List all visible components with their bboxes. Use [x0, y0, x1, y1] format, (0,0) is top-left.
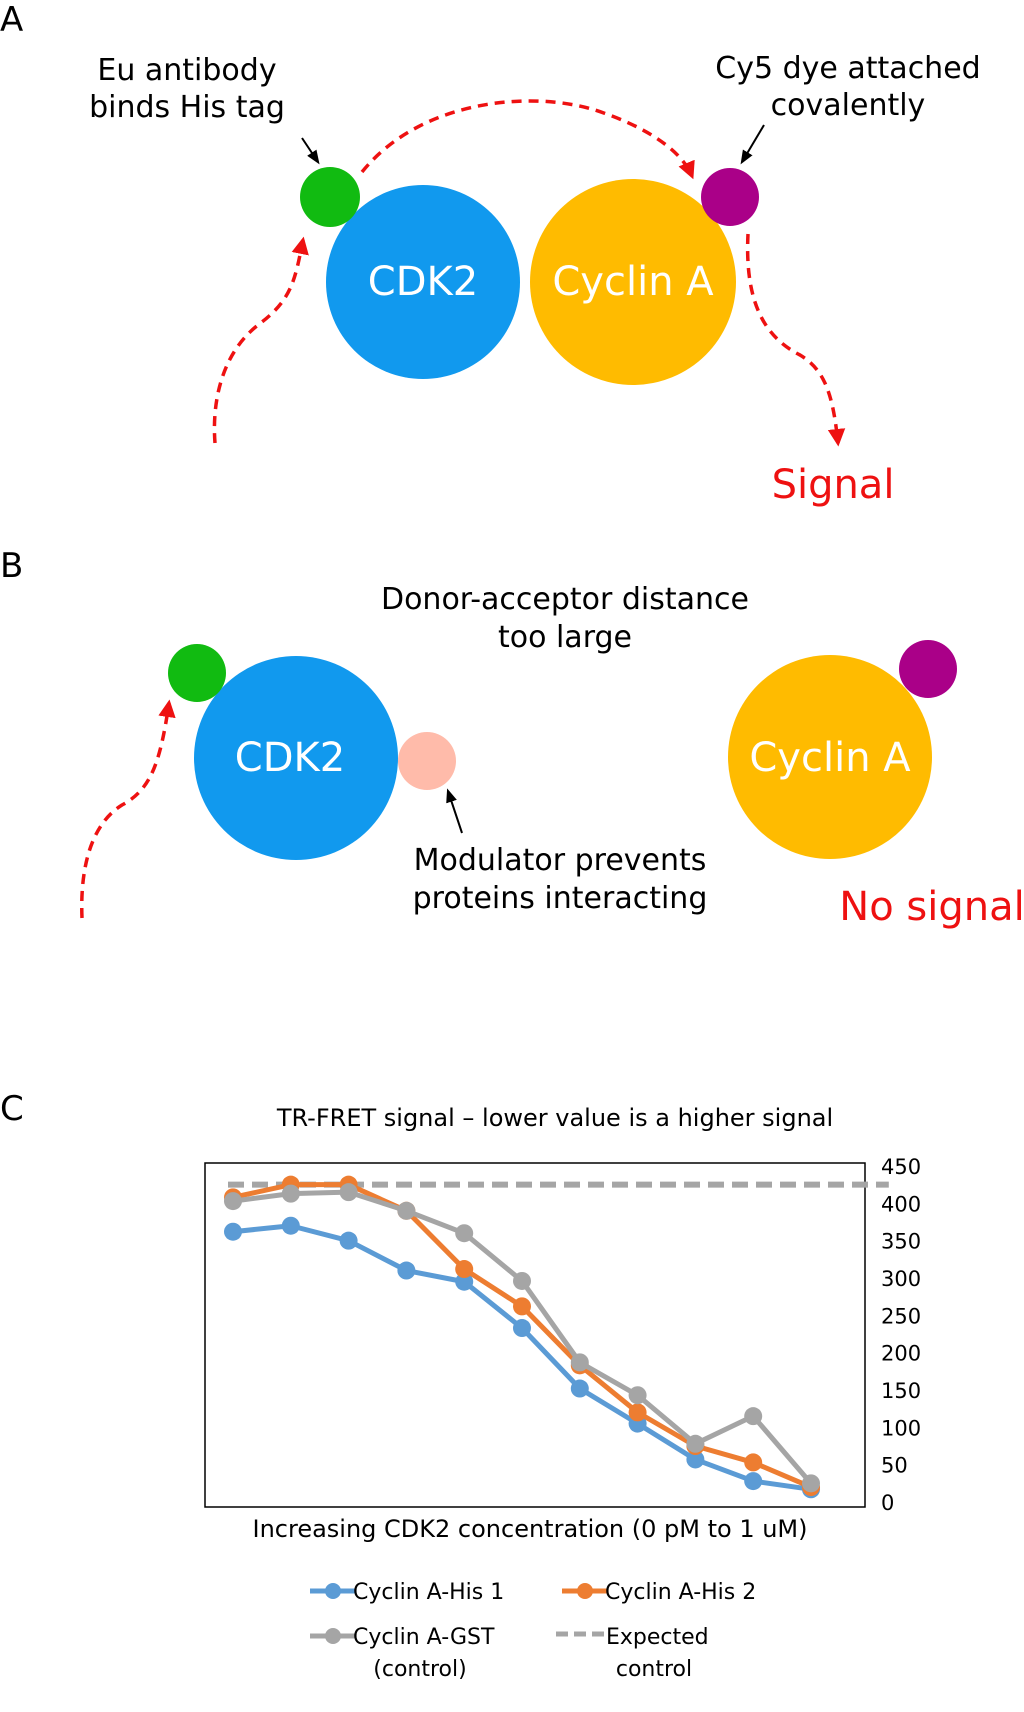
acceptor-pointer-arrow [740, 124, 765, 165]
distance-note-line2: too large [498, 620, 632, 655]
y-tick-label: 400 [881, 1192, 921, 1216]
modulator-note-line2: proteins interacting [413, 881, 708, 916]
legend-item-his1: Cyclin A-His 1 [310, 1580, 504, 1605]
plot-frame [204, 1162, 866, 1508]
panel-b: B Donor-acceptor distance too large CDK2… [0, 546, 1024, 930]
distance-note-line1: Donor-acceptor distance [381, 582, 749, 617]
data-point [339, 1231, 358, 1250]
legend-label-his1: Cyclin A-His 1 [353, 1580, 504, 1605]
cy5-acceptor-b [899, 640, 957, 698]
data-point [802, 1474, 820, 1493]
series-line [232, 1189, 813, 1485]
data-point [744, 1453, 763, 1472]
y-tick-label: 300 [881, 1267, 921, 1291]
data-point [570, 1353, 589, 1372]
data-point [570, 1379, 589, 1398]
legend-label-his2: Cyclin A-His 2 [605, 1580, 756, 1605]
data-point [397, 1261, 416, 1280]
x-axis-label: Increasing CDK2 concentration (0 pM to 1… [253, 1515, 808, 1543]
cyclin-a-label-b: Cyclin A [749, 735, 911, 781]
legend-label-expected-line2: control [616, 1657, 692, 1682]
data-point [513, 1271, 531, 1290]
y-tick-label: 250 [881, 1304, 921, 1328]
donor-pointer-arrow [301, 137, 320, 165]
excitation-arrow [212, 236, 309, 444]
cy5-acceptor [701, 168, 759, 226]
cyclin-a-protein-b [728, 655, 932, 859]
energy-transfer-arrow [360, 99, 695, 180]
legend-marker-his2 [577, 1583, 593, 1599]
panel-c-letter: C [0, 1089, 24, 1129]
series-2 [224, 1183, 820, 1493]
legend: Cyclin A-His 1 Cyclin A-His 2 Cyclin A-G… [310, 1580, 756, 1682]
legend-item-expected: Expected control [556, 1625, 709, 1682]
panel-a-letter: A [0, 0, 23, 40]
data-point [686, 1450, 705, 1469]
data-point [281, 1216, 300, 1235]
y-tick-label: 50 [881, 1454, 908, 1478]
legend-label-expected: Expected [606, 1625, 709, 1650]
y-tick-label: 200 [881, 1342, 921, 1366]
data-point [744, 1472, 763, 1491]
modulator [398, 732, 456, 790]
cdk2-protein-b [194, 656, 398, 860]
legend-item-his2: Cyclin A-His 2 [562, 1580, 756, 1605]
cdk2-protein [326, 185, 520, 379]
signal-label: Signal [772, 462, 895, 508]
data-point [281, 1184, 300, 1203]
eu-donor-b [168, 644, 226, 702]
chart-title: TR-FRET signal – lower value is a higher… [276, 1104, 833, 1132]
modulator-note-line1: Modulator prevents [414, 843, 707, 878]
data-point [628, 1403, 647, 1422]
y-tick-label: 350 [881, 1230, 921, 1254]
data-point [628, 1386, 647, 1405]
data-point [513, 1319, 531, 1338]
legend-marker-his1 [325, 1583, 341, 1599]
data-point [744, 1407, 763, 1426]
panel-a: A Eu antibody binds His tag Cy5 dye atta… [0, 0, 981, 508]
cdk2-label: CDK2 [368, 259, 478, 305]
no-signal-label: No signal [839, 884, 1024, 930]
data-point [455, 1272, 474, 1291]
data-point [455, 1224, 474, 1243]
data-point [513, 1297, 531, 1316]
data-point [455, 1260, 474, 1279]
data-point [397, 1201, 416, 1220]
y-tick-label: 100 [881, 1416, 921, 1440]
panel-b-letter: B [0, 546, 23, 586]
legend-label-gst-line2: (control) [373, 1657, 466, 1682]
donor-note-line2: binds His tag [89, 90, 285, 125]
legend-marker-gst [325, 1628, 341, 1644]
series-line [232, 1223, 812, 1492]
modulator-pointer-arrow [446, 788, 463, 834]
cdk2-label-b: CDK2 [235, 735, 345, 781]
data-point [224, 1222, 242, 1241]
emission-arrow [745, 233, 846, 447]
data-point [339, 1183, 358, 1202]
cyclin-a-protein [530, 179, 736, 385]
y-axis-ticks: 450 400 350 300 250 200 150 100 50 0 [881, 1155, 921, 1515]
data-point [686, 1434, 705, 1453]
acceptor-note-line2: covalently [771, 88, 926, 123]
series-layer [224, 1175, 889, 1499]
y-tick-label: 450 [881, 1155, 921, 1179]
y-tick-label: 0 [881, 1491, 894, 1515]
cyclin-a-label: Cyclin A [552, 259, 714, 305]
panel-c: C TR-FRET signal – lower value is a high… [0, 1089, 921, 1682]
donor-note-line1: Eu antibody [97, 53, 276, 88]
legend-item-gst: Cyclin A-GST (control) [310, 1625, 495, 1682]
legend-label-gst: Cyclin A-GST [353, 1625, 495, 1650]
y-tick-label: 150 [881, 1379, 921, 1403]
excitation-arrow-b [80, 699, 176, 919]
data-point [224, 1192, 242, 1211]
series-0 [224, 1216, 820, 1499]
eu-donor [300, 167, 360, 227]
acceptor-note-line1: Cy5 dye attached [715, 51, 980, 86]
